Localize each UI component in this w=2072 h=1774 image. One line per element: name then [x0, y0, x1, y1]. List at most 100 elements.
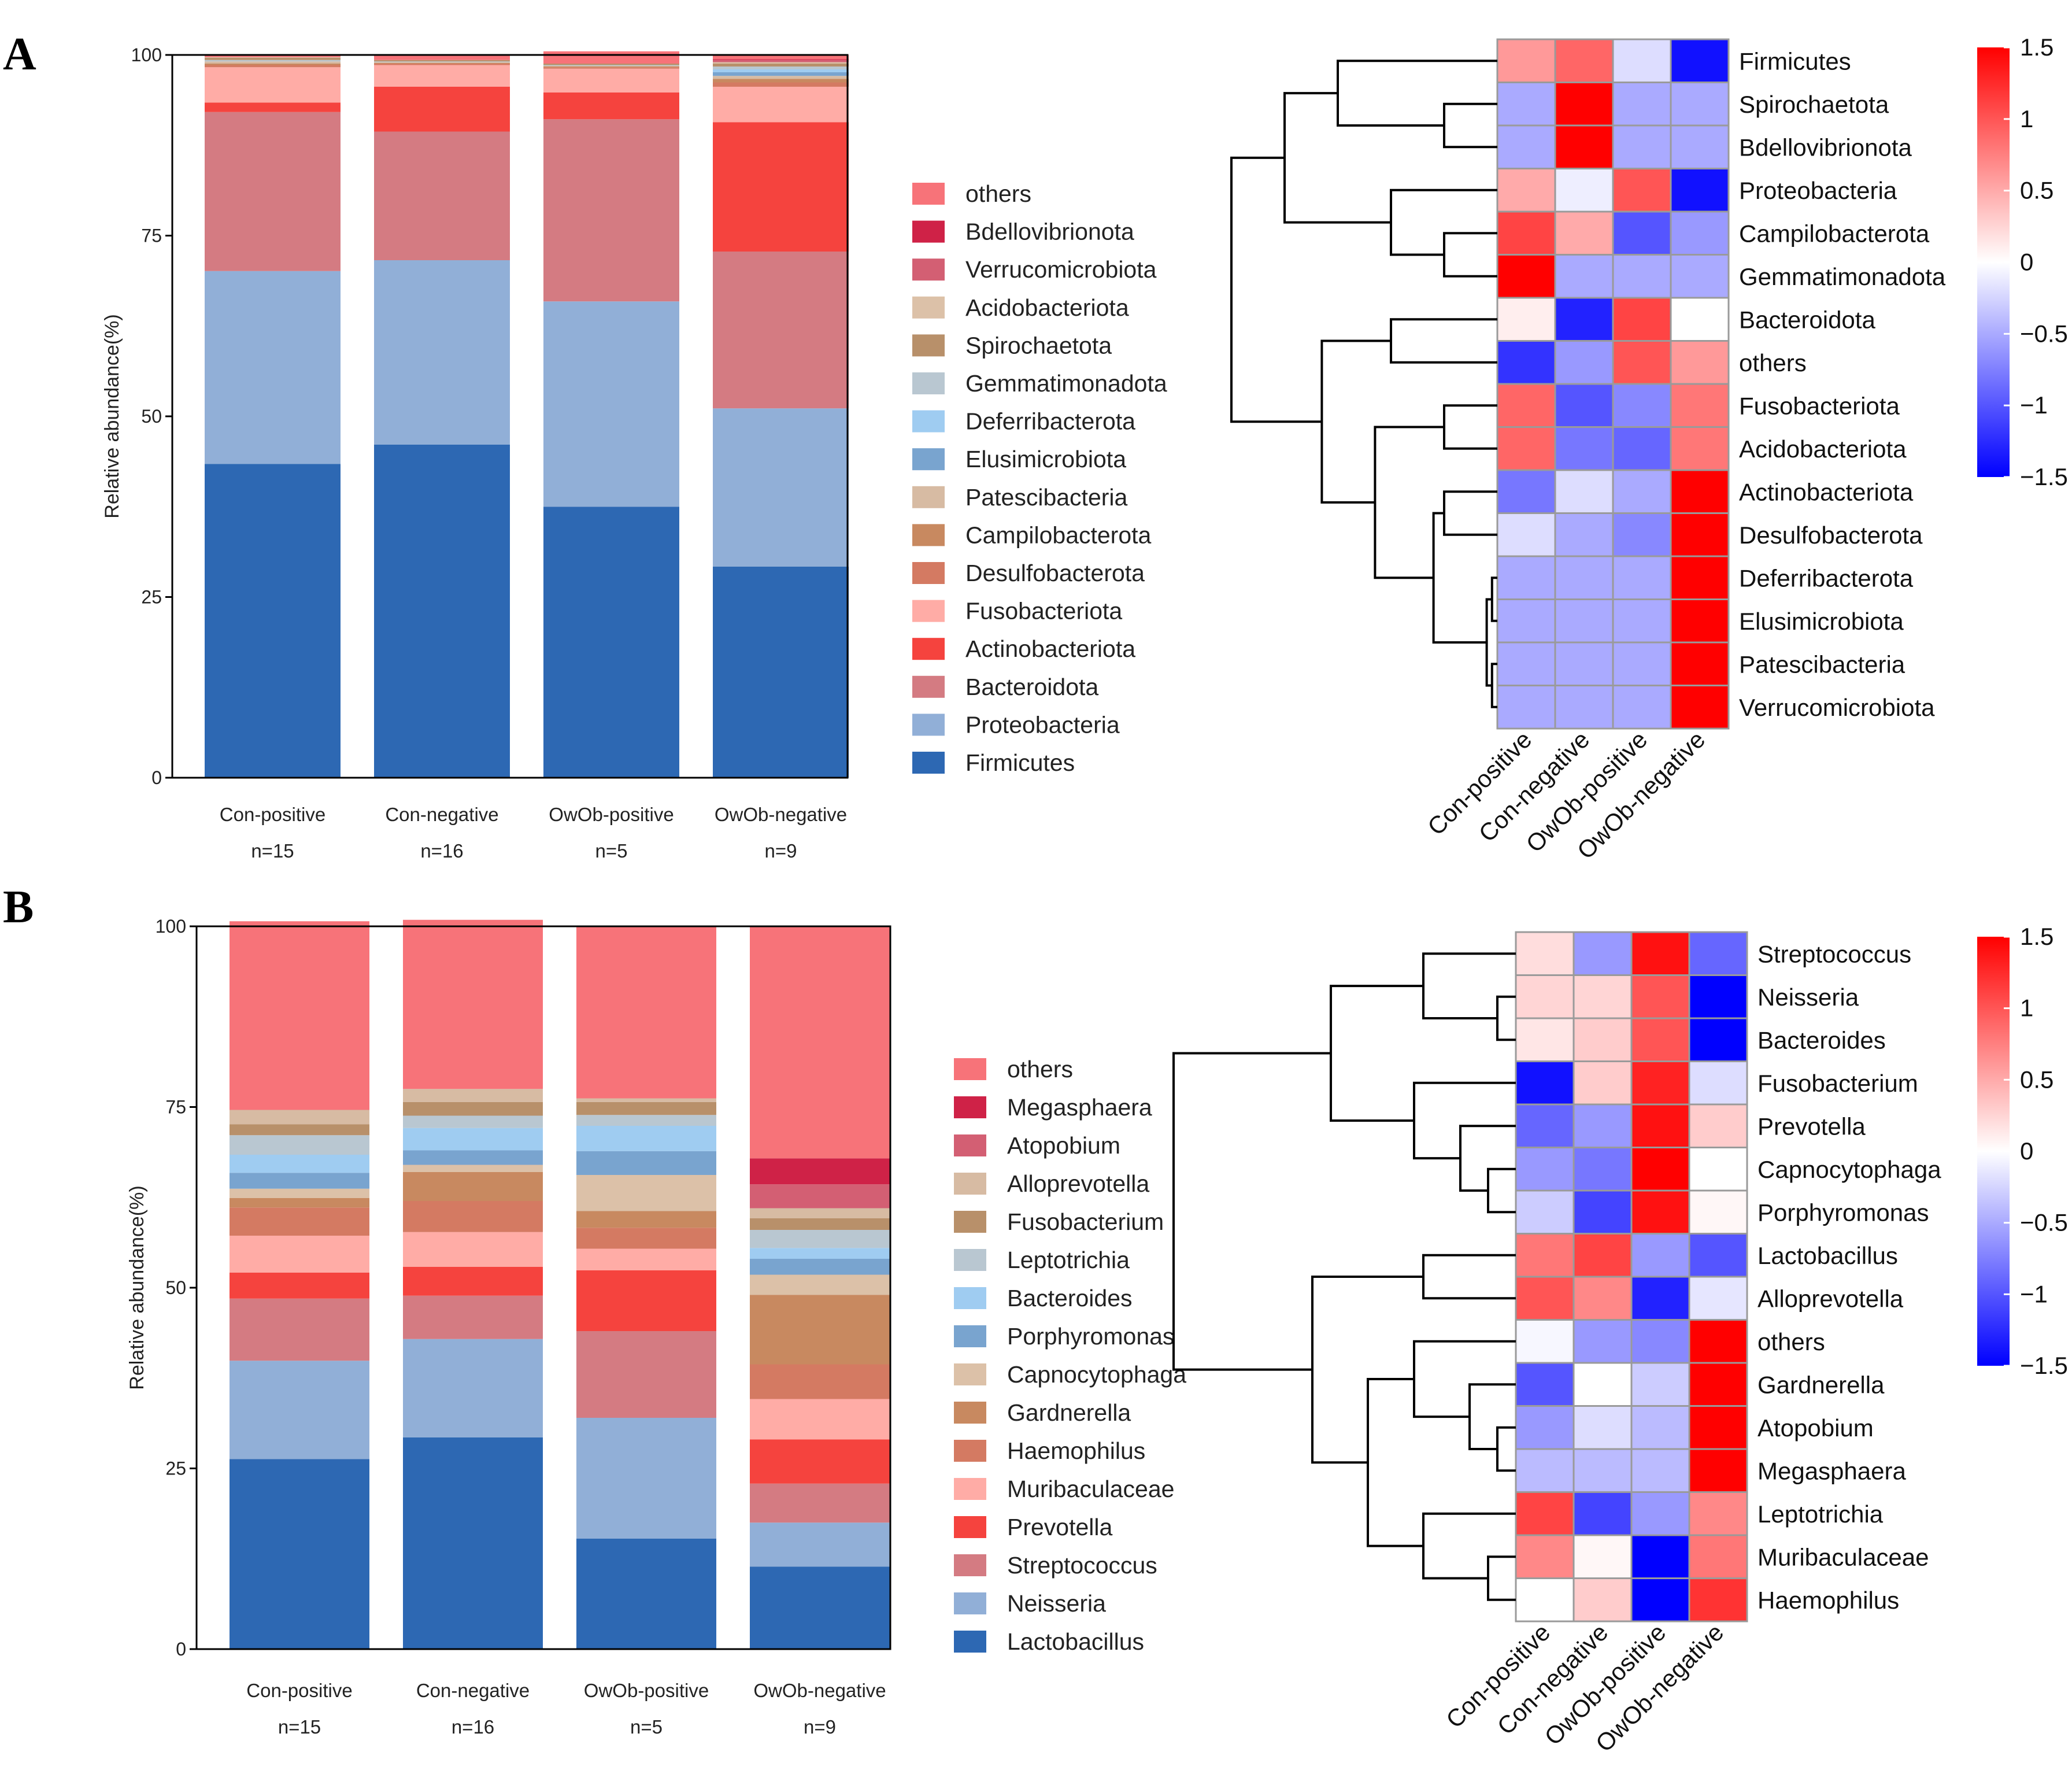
heatmap-cell-proteobacteria-owob-negative [1670, 168, 1730, 213]
group-size-label: n=15 [251, 840, 294, 862]
heatmap-cell-firmicutes-con-negative [1554, 38, 1614, 83]
row-label-actinobacteriota: Actinobacteriota [1739, 478, 1914, 505]
heatmap-cell-fusobacterium-owob-positive [1630, 1060, 1690, 1106]
dendrogram-branch [1443, 490, 1497, 536]
heatmap-cell-campilobacterota-owob-negative [1670, 210, 1730, 256]
row-label-lactobacillus: Lactobacillus [1758, 1242, 1898, 1269]
legend-swatch-gardnerella [954, 1402, 986, 1424]
heatmap-cell-actinobacteriota-owob-positive [1612, 469, 1672, 514]
legend-swatch-gemmatimonadota [912, 372, 945, 394]
heatmap-cell-actinobacteriota-con-negative [1554, 469, 1614, 514]
row-label-firmicutes: Firmicutes [1739, 47, 1851, 75]
legend-swatch-bdellovibrionota [912, 220, 945, 243]
bar-segment-firmicutes-con-positive [205, 464, 341, 778]
group-size-label: n=16 [452, 1716, 494, 1738]
legend-swatch-streptococcus [954, 1554, 986, 1576]
row-label-haemophilus: Haemophilus [1758, 1587, 1899, 1614]
dendrogram-branch [1413, 1340, 1516, 1418]
heatmap-cell-streptococcus-owob-positive [1630, 931, 1690, 976]
heatmap-cell-megasphaera-owob-negative [1688, 1448, 1748, 1493]
heatmap-cell-bacteroidota-owob-negative [1670, 297, 1730, 342]
legend-label-desulfobacterota: Desulfobacterota [965, 560, 1145, 586]
heatmap-cell-neisseria-con-positive [1515, 974, 1575, 1019]
heatmap-cell-verrucomicrobiota-owob-negative [1670, 685, 1730, 730]
panel-label-b: B [3, 882, 34, 933]
heatmap-cell-patescibacteria-owob-negative [1670, 641, 1730, 686]
legend-swatch-alloprevotella [954, 1173, 986, 1195]
x-tick-label: OwOb-negative [753, 1680, 886, 1701]
y-tick-label: 100 [156, 916, 186, 937]
heatmap-cell-atopobium-con-positive [1515, 1405, 1575, 1450]
bar-segment-capnocytophaga-con-negative [403, 1165, 543, 1172]
colorbar-tick-label: 0 [2020, 249, 2033, 276]
dendrogram-branch [1337, 60, 1497, 127]
heatmap-cell-lactobacillus-owob-positive [1630, 1233, 1690, 1278]
bar-segment-others-con-positive [205, 55, 341, 57]
bar-segment-firmicutes-con-negative [374, 444, 510, 778]
heatmap-cell-gemmatimonadota-con-positive [1496, 254, 1556, 299]
bar-segment-porphyromonas-owob-positive [576, 1151, 716, 1175]
bar-segment-haemophilus-con-positive [230, 1207, 369, 1236]
heatmap-cell-others-owob-positive [1630, 1319, 1690, 1364]
row-label-acidobacteriota: Acidobacteriota [1739, 435, 1907, 463]
bar-segment-leptotrichia-con-negative [403, 1115, 543, 1128]
heatmap-cell-gemmatimonadota-con-negative [1554, 254, 1614, 299]
heatmap-cell-acidobacteriota-con-positive [1496, 426, 1556, 471]
heatmap-cell-desulfobacterota-con-negative [1554, 512, 1614, 557]
heatmap-cell-proteobacteria-con-negative [1554, 168, 1614, 213]
heatmap-cell-neisseria-con-negative [1572, 974, 1633, 1019]
bar-segment-fusobacteriota-con-positive [205, 67, 341, 103]
legend-label-atopobium: Atopobium [1007, 1132, 1120, 1159]
bar-segment-others-owob-negative [713, 55, 849, 60]
group-size-label: n=5 [630, 1716, 663, 1738]
bar-segment-bacteroidota-owob-positive [543, 119, 679, 302]
heatmap-cell-actinobacteriota-con-positive [1496, 469, 1556, 514]
heatmap-cell-fusobacteriota-con-positive [1496, 383, 1556, 428]
bar-segment-spirochaetota-con-negative [374, 60, 510, 62]
bar-segment-verrucomicrobiota-owob-negative [713, 60, 849, 62]
heatmap-cell-prevotella-owob-positive [1630, 1103, 1690, 1148]
legend-swatch-verrucomicrobiota [912, 258, 945, 281]
dendrogram-branch [1468, 1383, 1516, 1450]
y-axis-label: Relative abundance(%) [126, 1185, 148, 1389]
legend-label-spirochaetota: Spirochaetota [965, 332, 1112, 359]
colorbar-tick-label: 0 [2020, 1137, 2033, 1165]
heatmap-cell-capnocytophaga-con-positive [1515, 1147, 1575, 1192]
colorbar-tick-label: 0.5 [2020, 1066, 2054, 1093]
bar-segment-prevotella-con-negative [403, 1266, 543, 1296]
heatmap-cell-verrucomicrobiota-con-negative [1554, 685, 1614, 730]
dendrogram-branch [1487, 1555, 1516, 1601]
legend-swatch-proteobacteria [912, 714, 945, 736]
bar-segment-alloprevotella-owob-positive [576, 1098, 716, 1102]
heatmap-cell-haemophilus-owob-negative [1688, 1577, 1748, 1623]
heatmap-cell-fusobacteriota-owob-positive [1612, 383, 1672, 428]
legend-swatch-leptotrichia [954, 1249, 986, 1271]
bar-segment-prevotella-con-positive [230, 1272, 369, 1299]
bar-segment-bacteroidota-con-negative [374, 131, 510, 260]
legend-label-verrucomicrobiota: Verrucomicrobiota [965, 256, 1157, 283]
bar-segment-others-owob-positive [576, 926, 716, 1099]
y-tick-label: 50 [141, 406, 162, 427]
heatmap-cell-streptococcus-con-negative [1572, 931, 1633, 976]
bar-segment-megasphaera-owob-negative [750, 1158, 890, 1185]
legend-swatch-patescibacteria [912, 486, 945, 508]
heatmap-cell-gemmatimonadota-owob-negative [1670, 254, 1730, 299]
x-tick-label: OwOb-positive [549, 804, 674, 825]
bar-segment-lactobacillus-con-positive [230, 1459, 369, 1649]
colorbar-tick-label: 1 [2020, 105, 2033, 132]
heatmap-cell-deferribacterota-owob-positive [1612, 555, 1672, 600]
heatmap-cell-bacteroides-owob-negative [1688, 1017, 1748, 1062]
heatmap-cell-muribaculaceae-con-positive [1515, 1534, 1575, 1579]
heatmap-cell-verrucomicrobiota-con-positive [1496, 685, 1556, 730]
row-label-bacteroidota: Bacteroidota [1739, 306, 1875, 333]
bar-segment-muribaculaceae-con-positive [230, 1236, 369, 1273]
bar-segment-fusobacterium-owob-negative [750, 1218, 890, 1230]
dendrogram-branch [1413, 1081, 1516, 1160]
bar-segment-bacteroidota-con-positive [205, 112, 341, 271]
heatmap-cell-neisseria-owob-positive [1630, 974, 1690, 1019]
heatmap-cell-others-owob-positive [1612, 340, 1672, 385]
row-label-bacteroides: Bacteroides [1758, 1026, 1886, 1054]
bar-segment-neisseria-owob-positive [576, 1418, 716, 1539]
heatmap-cell-bdellovibrionota-con-positive [1496, 124, 1556, 169]
